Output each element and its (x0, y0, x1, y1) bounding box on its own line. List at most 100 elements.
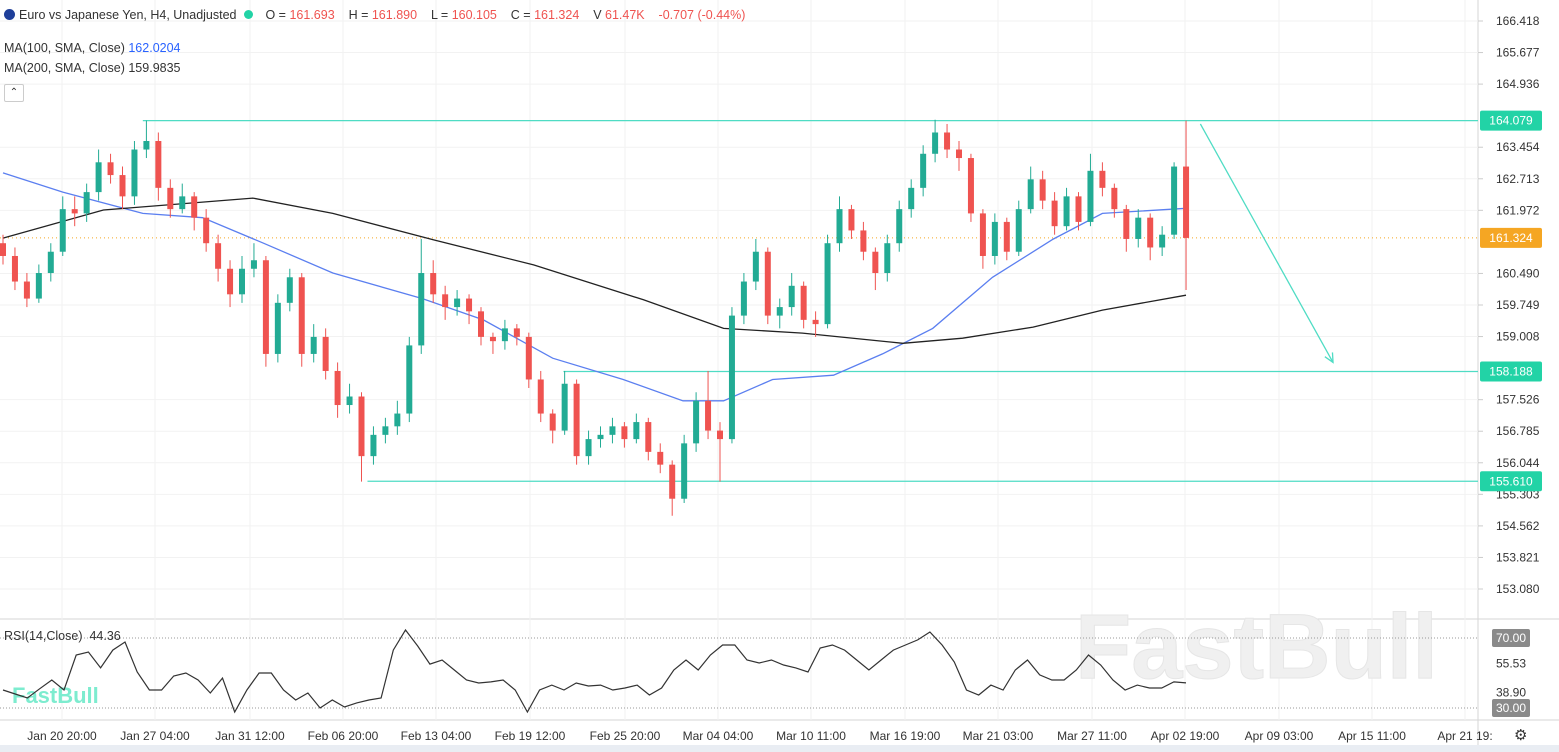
candle-body (776, 307, 783, 316)
y-tick-label: 159.749 (1496, 298, 1540, 312)
candles (0, 119, 1190, 516)
candle-body (250, 260, 257, 269)
candle-body (489, 336, 496, 342)
symbol-legend: Euro vs Japanese Yen, H4, Unadjusted O =… (4, 8, 745, 22)
time-axis[interactable]: Jan 20 20:00 Jan 27 04:00 Jan 31 12:00 Feb … (27, 729, 1492, 743)
candle-body (1063, 196, 1070, 227)
level-price-label: 164.079 (1489, 114, 1533, 128)
candle-body (71, 209, 78, 214)
level-price-badge (1480, 110, 1542, 131)
chevron-up-icon[interactable]: ⌃ (4, 84, 24, 102)
candle-body (382, 426, 389, 435)
candle-body (824, 243, 831, 325)
last-price-label: 161.324 (1489, 231, 1533, 245)
ma200-label: MA(200, SMA, Close) (4, 61, 125, 75)
bottom-strip (0, 745, 1559, 752)
candle-body (669, 464, 676, 499)
candle-body (298, 277, 305, 354)
candle-body (1051, 200, 1058, 227)
candle-body (262, 260, 269, 354)
x-tick-label: Jan 20 20:00 (27, 729, 97, 743)
last-price-badge (1480, 227, 1542, 248)
candle-body (358, 396, 365, 457)
rsi-value: 44.36 (89, 629, 121, 643)
moving-averages (2, 172, 1187, 402)
x-tick-label: Jan 27 04:00 (120, 729, 190, 743)
candle-body (346, 396, 353, 406)
horizontal-levels[interactable] (142, 120, 1478, 482)
ma200-value: 159.9835 (128, 61, 181, 75)
high-label: H = (348, 8, 369, 22)
open-value: 161.693 (289, 8, 335, 22)
candle-body (167, 187, 174, 210)
candle-body (956, 149, 962, 159)
rsi-pane (0, 628, 1478, 714)
candle-body (1159, 234, 1166, 248)
rsi-tick-label: 55.53 (1496, 656, 1526, 670)
candle-body (131, 149, 138, 197)
ma200-legend[interactable]: MA(200, SMA, Close) 159.9835 (4, 61, 181, 75)
candle-body (394, 413, 401, 427)
candle-body (836, 209, 843, 244)
candle-body (119, 175, 126, 197)
candle-body (681, 443, 688, 499)
price-axis[interactable]: 166.418 165.677 164.936 163.454 162.713 161.9… (1478, 14, 1542, 717)
volume-value: 61.47K (605, 8, 645, 22)
x-tick-label: Mar 27 11:00 (1057, 729, 1127, 743)
candle-body (35, 273, 42, 299)
candle-body (991, 221, 998, 256)
candle-body (83, 192, 90, 214)
ma100-label: MA(100, SMA, Close) (4, 41, 125, 55)
candle-body (95, 162, 102, 193)
candle-body (752, 251, 759, 282)
candle-body (334, 370, 341, 406)
candle-body (370, 434, 377, 457)
high-value: 161.890 (371, 8, 418, 22)
rsi-legend[interactable]: RSI(14,Close) 44.36 (4, 629, 121, 643)
candle-body (728, 315, 735, 440)
candle-body (1075, 196, 1082, 222)
symbol-title: Euro vs Japanese Yen, H4, Unadjusted (19, 8, 237, 22)
y-tick-label: 159.008 (1496, 330, 1540, 344)
rsi-band-badge (1492, 629, 1530, 647)
candle-body (896, 209, 903, 244)
candle-body (215, 243, 222, 269)
candle-body (501, 328, 508, 342)
low-value: 160.105 (451, 8, 497, 22)
candle-body (788, 285, 795, 308)
candle-body (597, 434, 604, 440)
y-tick-label: 157.526 (1496, 393, 1540, 407)
gear-icon[interactable]: ⚙ (1514, 727, 1528, 744)
candle-body (1003, 221, 1010, 252)
candle-body (1171, 166, 1178, 235)
candle-body (442, 294, 449, 308)
close-value: 161.324 (534, 8, 580, 22)
candle-body (418, 273, 425, 346)
rsi-label: RSI(14,Close) (4, 629, 83, 643)
candle-body (800, 285, 807, 320)
x-tick-label: Feb 13 04:00 (401, 729, 472, 743)
x-tick-label: Apr 09 03:00 (1245, 729, 1314, 743)
candle-body (717, 430, 723, 440)
y-tick-label: 160.490 (1496, 266, 1540, 280)
x-tick-label: Feb 19 12:00 (495, 729, 566, 743)
level-price-label: 158.188 (1489, 364, 1533, 378)
candle-body (107, 162, 114, 176)
candle-body (657, 451, 664, 465)
ma100-legend[interactable]: MA(100, SMA, Close) 162.0204 (4, 41, 181, 55)
x-tick-label: Apr 15 11:00 (1338, 729, 1406, 743)
candle-body (645, 422, 652, 452)
change-value: -0.707 (-0.44%) (658, 8, 746, 22)
y-tick-label: 161.972 (1496, 203, 1540, 217)
market-status-dot (244, 10, 253, 19)
x-tick-label: Feb 25 20:00 (590, 729, 661, 743)
volume-label: V (593, 8, 602, 22)
candle-body (23, 281, 30, 299)
y-tick-label: 156.044 (1496, 456, 1540, 470)
candle-body (191, 196, 198, 218)
candle-body (11, 255, 18, 282)
x-tick-label: Jan 31 12:00 (215, 729, 285, 743)
candle-body (227, 268, 234, 295)
candle-body (454, 298, 461, 308)
